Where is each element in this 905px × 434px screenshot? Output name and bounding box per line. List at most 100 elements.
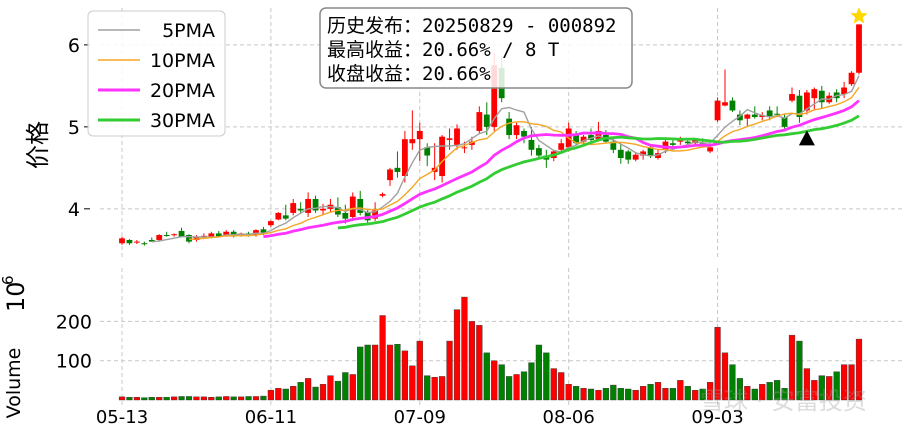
candle-body — [535, 148, 542, 156]
volume-bar — [632, 389, 639, 401]
candle-body — [781, 117, 788, 127]
candle-body — [528, 139, 535, 150]
volume-bar — [327, 375, 334, 401]
x-tick-label: 07-09 — [394, 407, 446, 428]
candle-body — [401, 139, 408, 177]
volume-bar — [684, 386, 691, 401]
volume-bar — [625, 388, 632, 401]
volume-bar — [781, 388, 788, 401]
volume-bar — [796, 340, 803, 401]
annotation-frame — [319, 7, 633, 89]
volume-bar — [707, 382, 714, 401]
candle-body — [424, 147, 431, 156]
candle-body — [588, 135, 594, 140]
candle-body — [506, 118, 513, 136]
volume-bar — [290, 386, 297, 401]
candle-body — [789, 94, 795, 101]
candle-body — [848, 72, 855, 85]
annotation-line-3: 收盘收益：20.66% — [327, 63, 491, 85]
volume-bar — [133, 397, 140, 401]
volume-bar — [431, 377, 438, 401]
volume-bar — [208, 397, 215, 401]
volume-bar — [520, 371, 528, 401]
price-y-tick-label: 5 — [68, 117, 80, 139]
moving-average-lines — [151, 75, 860, 243]
candle-body — [811, 89, 818, 99]
candle-body — [320, 208, 326, 211]
candle-body — [647, 147, 654, 156]
volume-bar — [573, 386, 580, 401]
candle-body — [260, 229, 267, 233]
volume-bar — [468, 321, 475, 401]
peak-star-icon — [850, 7, 868, 24]
legend-box — [87, 10, 226, 137]
candle-body — [491, 65, 498, 127]
volume-bar — [453, 309, 461, 401]
annotation-line-1: 历史发布：20250829 - 000892 — [327, 15, 616, 37]
volume-bar — [826, 376, 833, 401]
candle-body — [558, 143, 565, 150]
volume-bar — [156, 397, 163, 401]
legend-label: 10PMA — [150, 50, 215, 72]
candle-body — [446, 138, 453, 140]
candle-body — [483, 114, 490, 127]
volume-bar — [200, 396, 207, 401]
volume-bar — [506, 376, 513, 401]
candle-body — [171, 234, 178, 236]
volume-bar — [714, 327, 721, 401]
volume-bar — [439, 376, 446, 401]
volume-bar — [662, 388, 669, 401]
volume-bar — [811, 380, 818, 401]
volume-bar — [736, 378, 743, 401]
volume-bar — [788, 334, 796, 401]
price-y-tick-label: 4 — [68, 199, 80, 221]
volume-bar — [602, 388, 609, 401]
volume-bar — [245, 396, 252, 401]
candle-body — [342, 212, 349, 219]
volume-bar — [677, 380, 684, 401]
volume-bar — [833, 371, 840, 401]
x-tick-label: 08-06 — [543, 407, 595, 428]
candle-body — [119, 238, 125, 244]
candle-body — [156, 235, 163, 240]
candle-body — [312, 198, 319, 211]
ma-line-10pma — [188, 86, 860, 240]
candle-body — [305, 198, 312, 213]
candle-body — [774, 113, 781, 115]
legend-label: 30PMA — [150, 110, 215, 132]
volume-bar — [394, 343, 401, 401]
candle-body — [416, 130, 423, 140]
volume-bar — [178, 396, 185, 401]
volume-bar — [230, 396, 237, 401]
candle-body — [126, 239, 133, 244]
volume-bar — [171, 396, 178, 401]
volume-bar — [491, 360, 498, 401]
candle-body — [387, 169, 393, 181]
candle-body — [133, 241, 140, 243]
candle-body — [178, 230, 185, 237]
volume-bar — [386, 344, 394, 401]
volume-bar — [669, 388, 676, 401]
volume-bar — [565, 384, 572, 401]
volume-bar — [721, 352, 729, 401]
volume-bar — [238, 396, 245, 401]
volume-bar — [744, 386, 751, 401]
volume-bar — [424, 375, 431, 401]
candle-body — [580, 136, 587, 142]
candle-body — [193, 236, 200, 240]
candle-body — [349, 196, 356, 218]
candle-body — [163, 235, 170, 237]
volume-bar — [729, 364, 736, 401]
watermark: 雪球 · 安富投资 — [700, 387, 867, 415]
candle-body — [513, 125, 520, 136]
candle-body — [856, 24, 862, 73]
volume-bar — [528, 362, 535, 401]
volume-bar — [543, 352, 550, 401]
candle-body — [610, 141, 617, 150]
candle-body — [617, 149, 624, 158]
candle-body — [841, 87, 848, 95]
candle-body — [223, 231, 230, 236]
candle-body — [640, 151, 647, 156]
volume-exponent-label: 10 6 — [0, 275, 30, 312]
volume-bar — [193, 396, 200, 401]
